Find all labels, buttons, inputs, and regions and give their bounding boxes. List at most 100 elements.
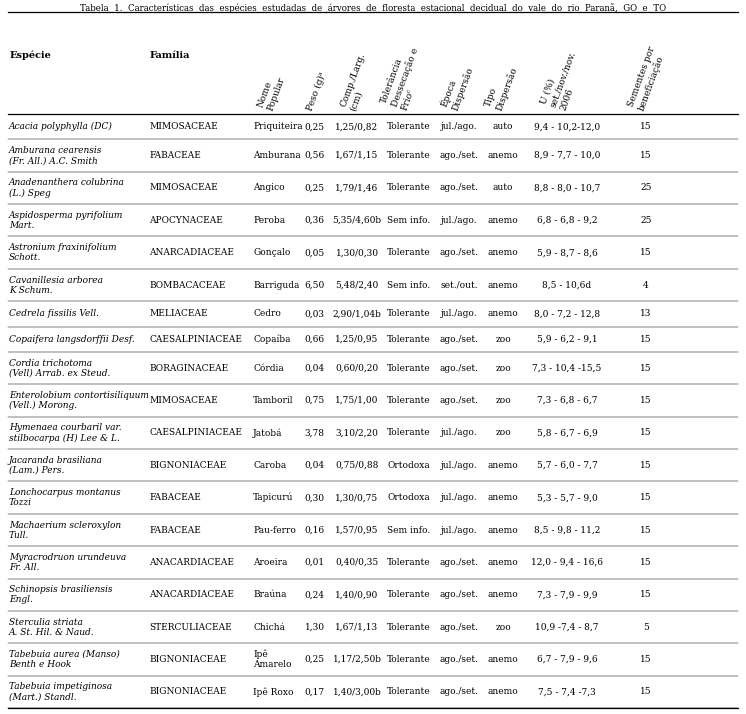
Text: Época
Dispersão: Época Dispersão (439, 61, 474, 112)
Text: 0,36: 0,36 (304, 216, 325, 225)
Text: anemo: anemo (488, 590, 518, 599)
Text: 1,40/3,00b: 1,40/3,00b (333, 688, 381, 696)
Text: zoo: zoo (495, 396, 511, 405)
Text: 0,24: 0,24 (304, 590, 325, 599)
Text: Priquiteira: Priquiteira (253, 122, 303, 131)
Text: Jacaranda brasiliana: Jacaranda brasiliana (9, 456, 103, 465)
Text: (L.) Speg: (L.) Speg (9, 188, 51, 198)
Text: BIGNONIACEAE: BIGNONIACEAE (149, 688, 226, 696)
Text: 15: 15 (640, 461, 652, 470)
Text: ago./set.: ago./set. (439, 590, 478, 599)
Text: anemo: anemo (488, 688, 518, 696)
Text: Ortodoxa: Ortodoxa (387, 493, 430, 502)
Text: Pau-ferro: Pau-ferro (253, 526, 296, 535)
Text: 25: 25 (640, 183, 652, 193)
Text: 1,30: 1,30 (304, 623, 325, 632)
Text: Família: Família (150, 51, 190, 59)
Text: Tolerante: Tolerante (386, 335, 430, 344)
Text: Tolerante: Tolerante (386, 248, 430, 257)
Text: Tolerante: Tolerante (386, 590, 430, 599)
Text: Comp./Larg.
(cm): Comp./Larg. (cm) (339, 52, 377, 112)
Text: 8,0 - 7,2 - 12,8: 8,0 - 7,2 - 12,8 (534, 309, 600, 318)
Text: anemo: anemo (488, 151, 518, 160)
Text: 7,3 - 10,4 -15,5: 7,3 - 10,4 -15,5 (533, 363, 602, 373)
Text: zoo: zoo (495, 623, 511, 632)
Text: BIGNONIACEAE: BIGNONIACEAE (149, 461, 226, 470)
Text: 13: 13 (640, 309, 652, 318)
Text: 1,40/0,90: 1,40/0,90 (336, 590, 379, 599)
Text: 12,0 - 9,4 - 16,6: 12,0 - 9,4 - 16,6 (531, 558, 603, 567)
Text: BIGNONIACEAE: BIGNONIACEAE (149, 655, 226, 664)
Text: 0,05: 0,05 (304, 248, 325, 257)
Text: Mart.: Mart. (9, 221, 34, 230)
Text: Aspidosperma pyrifolium: Aspidosperma pyrifolium (9, 211, 123, 220)
Text: 8,8 - 8,0 - 10,7: 8,8 - 8,0 - 10,7 (534, 183, 601, 193)
Text: Copaifera langsdorffii Desf.: Copaifera langsdorffii Desf. (9, 335, 135, 344)
Text: Sterculia striata: Sterculia striata (9, 618, 83, 627)
Text: anemo: anemo (488, 558, 518, 567)
Text: Sementes por
beneficiação: Sementes por beneficiação (627, 45, 668, 112)
Text: Sem info.: Sem info. (387, 281, 430, 290)
Text: 8,5 - 10,6d: 8,5 - 10,6d (542, 281, 592, 290)
Text: 0,75: 0,75 (304, 396, 325, 405)
Text: jul./ago.: jul./ago. (441, 216, 477, 225)
Text: 15: 15 (640, 428, 652, 438)
Text: ago./set.: ago./set. (439, 623, 478, 632)
Text: 0,04: 0,04 (304, 363, 325, 373)
Text: 1,67/1,15: 1,67/1,15 (335, 151, 379, 160)
Text: zoo: zoo (495, 335, 511, 344)
Text: Schinopsis brasiliensis: Schinopsis brasiliensis (9, 585, 113, 594)
Text: 0,60/0,20: 0,60/0,20 (336, 363, 378, 373)
Text: 5: 5 (643, 623, 649, 632)
Text: 15: 15 (640, 655, 652, 664)
Text: zoo: zoo (495, 363, 511, 373)
Text: Cedro: Cedro (253, 309, 281, 318)
Text: anemo: anemo (488, 309, 518, 318)
Text: (Fr. All.) A.C. Smith: (Fr. All.) A.C. Smith (9, 156, 98, 165)
Text: 0,56: 0,56 (304, 151, 325, 160)
Text: 0,75/0,88: 0,75/0,88 (335, 461, 379, 470)
Text: Caroba: Caroba (253, 461, 286, 470)
Text: APOCYNACEAE: APOCYNACEAE (149, 216, 223, 225)
Text: 3,78: 3,78 (304, 428, 325, 438)
Text: 5,8 - 6,7 - 6,9: 5,8 - 6,7 - 6,9 (536, 428, 598, 438)
Text: anemo: anemo (488, 281, 518, 290)
Text: anemo: anemo (488, 461, 518, 470)
Text: Cordia trichotoma: Cordia trichotoma (9, 358, 92, 368)
Text: ago./set.: ago./set. (439, 688, 478, 696)
Text: Ipê Roxo: Ipê Roxo (253, 687, 293, 697)
Text: 6,50: 6,50 (304, 281, 325, 290)
Text: Hymenaea courbaril var.: Hymenaea courbaril var. (9, 423, 122, 433)
Text: 0,03: 0,03 (304, 309, 325, 318)
Text: jul./ago.: jul./ago. (441, 461, 477, 470)
Text: A. St. Hil. & Naud.: A. St. Hil. & Naud. (9, 628, 95, 637)
Text: Amburana cearensis: Amburana cearensis (9, 146, 102, 155)
Text: Peso (g)ᵃ: Peso (g)ᵃ (306, 71, 328, 112)
Text: Aroeira: Aroeira (253, 558, 287, 567)
Text: Cedrela fissilis Vell.: Cedrela fissilis Vell. (9, 309, 99, 318)
Text: 1,57/0,95: 1,57/0,95 (335, 526, 379, 535)
Text: ago./set.: ago./set. (439, 558, 478, 567)
Text: 0,16: 0,16 (304, 526, 325, 535)
Text: 0,04: 0,04 (304, 461, 325, 470)
Text: Tolerante: Tolerante (386, 688, 430, 696)
Text: ANACARDIACEAE: ANACARDIACEAE (149, 590, 234, 599)
Text: Amarelo: Amarelo (253, 660, 292, 669)
Text: 15: 15 (640, 151, 652, 160)
Text: Myracrodruon urundeuva: Myracrodruon urundeuva (9, 553, 126, 562)
Text: Fr. All.: Fr. All. (9, 563, 40, 572)
Text: Schott.: Schott. (9, 253, 41, 262)
Text: Tabela  1.  Características  das  espécies  estudadas  de  árvores  de  floresta: Tabela 1. Características das espécies e… (80, 3, 666, 13)
Text: 10,9 -7,4 - 8,7: 10,9 -7,4 - 8,7 (535, 623, 599, 632)
Text: Nome
Popular: Nome Popular (256, 72, 286, 112)
Text: MELIACEAE: MELIACEAE (149, 309, 207, 318)
Text: Tolerante: Tolerante (386, 428, 430, 438)
Text: 6,8 - 6,8 - 9,2: 6,8 - 6,8 - 9,2 (537, 216, 598, 225)
Text: Barriguda: Barriguda (253, 281, 299, 290)
Text: Tabebuia impetiginosa: Tabebuia impetiginosa (9, 683, 112, 691)
Text: CAESALPINIACEAE: CAESALPINIACEAE (149, 335, 242, 344)
Text: 0,30: 0,30 (304, 493, 325, 502)
Text: 3,10/2,20: 3,10/2,20 (336, 428, 378, 438)
Text: ANARCADIACEAE: ANARCADIACEAE (149, 248, 234, 257)
Text: 15: 15 (640, 363, 652, 373)
